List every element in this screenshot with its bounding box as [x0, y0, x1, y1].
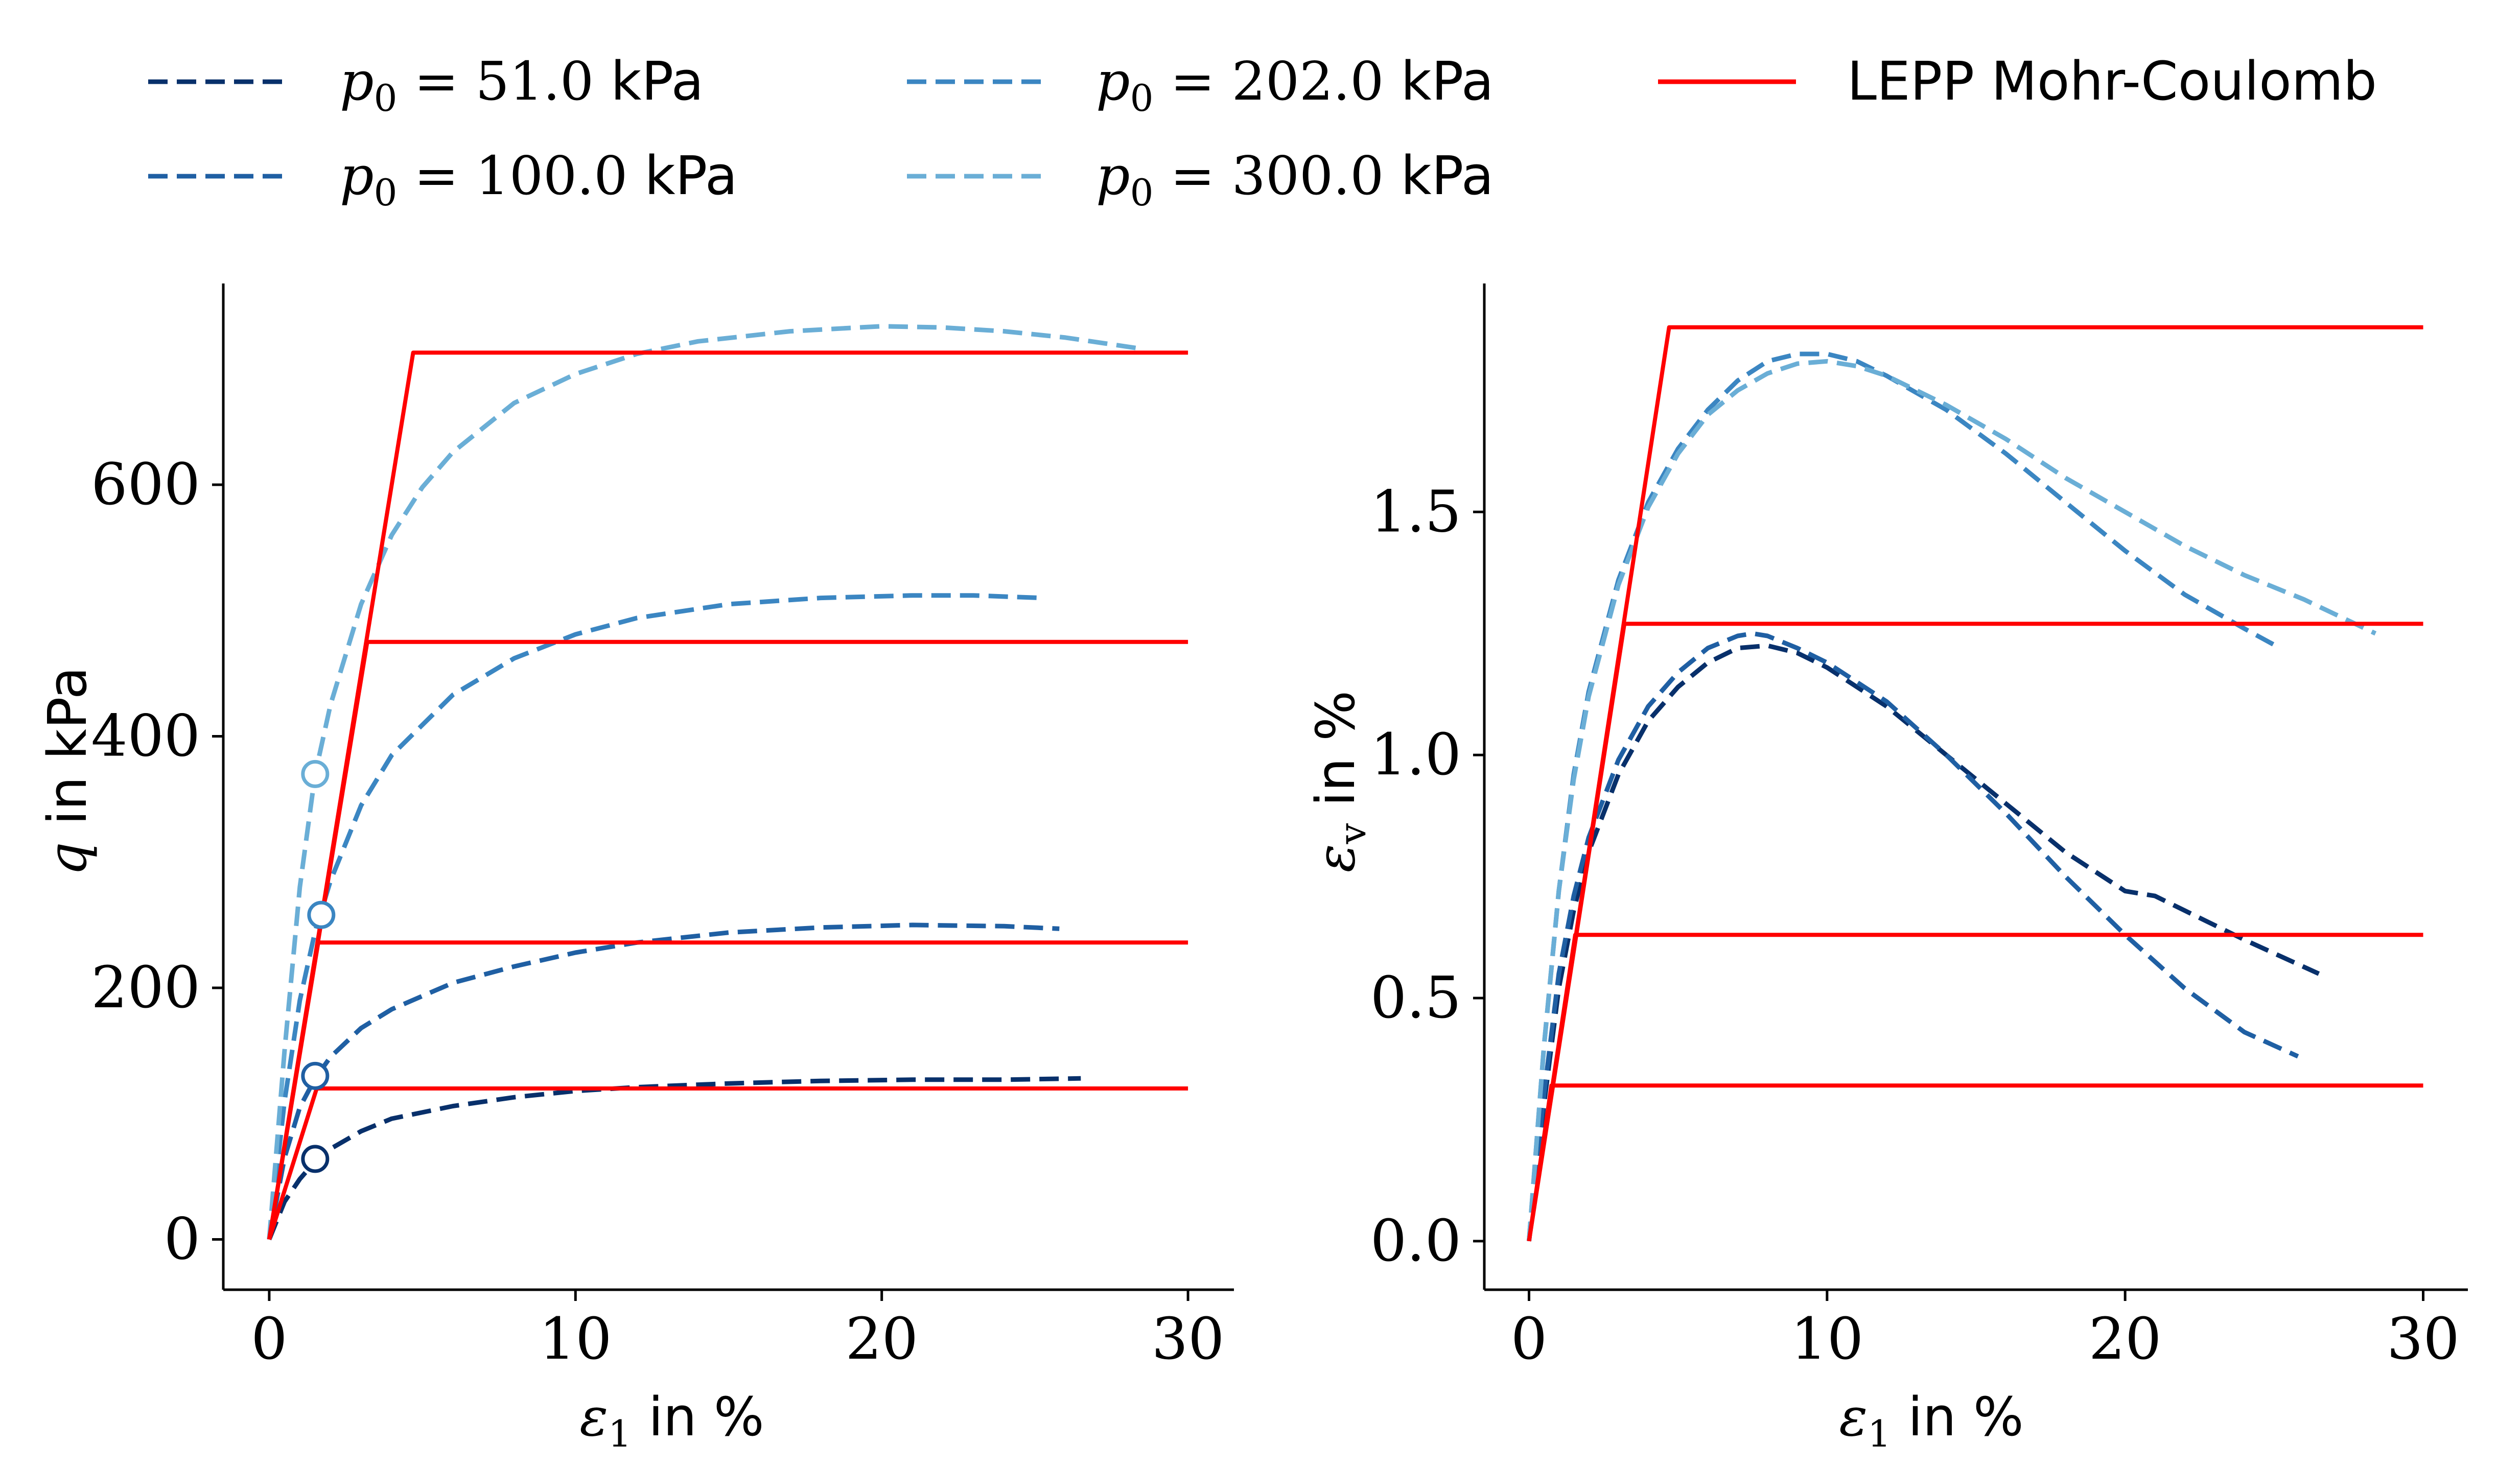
right-x-tick-label: 30: [2387, 1306, 2460, 1372]
legend-text-lepp: LEPP Mohr-Coulomb: [1847, 50, 2377, 112]
legend-text-p100: p0 = 100.0 kPa: [340, 145, 737, 214]
right-p100-curve: [1527, 631, 2299, 1242]
left-axes: 0 10 20 30 0 200 400 600: [91, 283, 1234, 1372]
left-x-tick-label: 0: [251, 1306, 287, 1372]
right-y-tick-label: 1.5: [1370, 479, 1461, 545]
left-p51-curve: [267, 1076, 1081, 1241]
legend-entry-p51: p0 = 51.0 kPa: [148, 50, 704, 120]
right-series-layer: [1527, 325, 2423, 1242]
left-y-tick-label: 400: [91, 703, 200, 770]
left-x-tick-label: 30: [1152, 1306, 1225, 1372]
left-marker-p202: [307, 901, 336, 929]
left-marker-p100: [301, 1061, 330, 1090]
right-plot: 0 10 20 30 0.0 0.5 1.0 1.5 ε1 in % εv in %: [1304, 283, 2468, 1455]
right-p51-curve: [1527, 643, 2320, 1242]
right-x-axis-label: ε1 in %: [1839, 1386, 2023, 1455]
right-p202-curve: [1527, 351, 2281, 1242]
left-p202-curve: [267, 593, 1041, 1240]
right-y-tick-label: 0.5: [1370, 965, 1461, 1031]
legend: p0 = 51.0 kPa p0 = 100.0 kPa p0 = 202.0 …: [148, 50, 2377, 214]
legend-text-p51: p0 = 51.0 kPa: [340, 50, 704, 120]
left-x-tick-label: 20: [845, 1306, 918, 1372]
left-y-tick-label: 0: [164, 1206, 200, 1273]
left-y-tick-label: 200: [91, 955, 200, 1021]
legend-text-p300: p0 = 300.0 kPa: [1096, 145, 1494, 214]
left-marker-p51: [301, 1145, 330, 1173]
right-y-tick-label: 1.0: [1370, 722, 1461, 788]
left-lepp-line: [267, 350, 1188, 1240]
right-y-tick-label: 0.0: [1370, 1208, 1461, 1274]
right-axes: 0 10 20 30 0.0 0.5 1.0 1.5: [1370, 283, 2468, 1372]
right-x-tick-label: 20: [2089, 1306, 2162, 1372]
left-plot: 0 10 20 30 0 200 400 600 ε1 in % q in kPa: [36, 283, 1234, 1455]
legend-entry-p202: p0 = 202.0 kPa: [907, 50, 1494, 120]
right-y-axis-label: εv in %: [1304, 691, 1374, 872]
right-lepp-line: [1527, 325, 2423, 1242]
legend-entry-p300: p0 = 300.0 kPa: [907, 145, 1494, 214]
right-x-tick-label: 10: [1791, 1306, 1864, 1372]
left-x-tick-label: 10: [539, 1306, 612, 1372]
left-markers-layer: [301, 760, 336, 1173]
left-x-axis-label: ε1 in %: [579, 1386, 764, 1455]
left-y-tick-label: 600: [91, 452, 200, 518]
left-p100-curve: [267, 922, 1060, 1240]
legend-text-p202: p0 = 202.0 kPa: [1096, 50, 1494, 120]
left-y-axis-label: q in kPa: [36, 667, 99, 876]
legend-entry-p100: p0 = 100.0 kPa: [148, 145, 737, 214]
left-marker-p300: [301, 760, 330, 788]
right-p300-curve: [1527, 359, 2377, 1242]
legend-entry-lepp: LEPP Mohr-Coulomb: [1658, 50, 2377, 112]
right-x-tick-label: 0: [1511, 1306, 1547, 1372]
